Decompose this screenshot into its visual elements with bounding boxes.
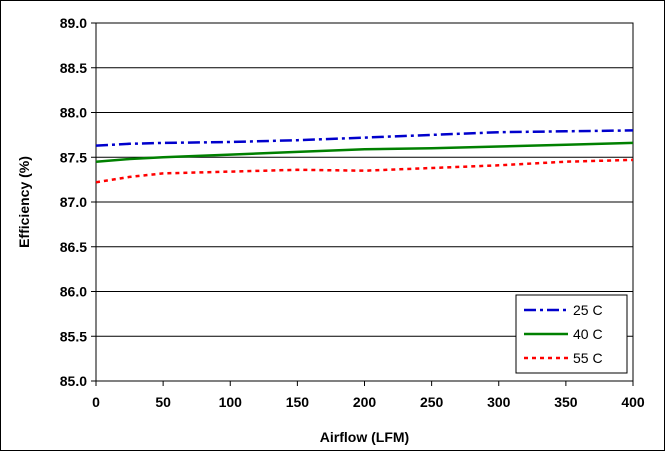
x-tick-label: 400 (621, 394, 645, 410)
y-tick-label: 85.0 (60, 373, 87, 389)
x-tick-label: 200 (353, 394, 377, 410)
legend-items: 25 C 40 C 55 C (524, 302, 603, 366)
y-tick-label: 87.5 (60, 149, 87, 165)
x-axis-ticks: 0 50 100 150 200 250 300 350 400 (92, 381, 645, 410)
y-tick-label: 89.0 (60, 15, 87, 31)
legend-label: 55 C (573, 350, 603, 366)
series-line-1 (95, 129, 634, 147)
legend-label: 40 C (573, 326, 603, 342)
y-tick-label: 87.0 (60, 194, 87, 210)
x-tick-label: 300 (487, 394, 511, 410)
y-tick-label: 86.0 (60, 284, 87, 300)
x-tick-label: 50 (155, 394, 171, 410)
series-line-2 (95, 141, 634, 163)
x-tick-label: 100 (219, 394, 243, 410)
y-axis-ticks: 85.0 85.5 86.0 86.5 87.0 87.5 88.0 88.5 89.0 (60, 15, 96, 389)
series-line-3 (95, 158, 634, 184)
x-tick-label: 250 (420, 394, 444, 410)
legend-label: 25 C (573, 302, 603, 318)
x-tick-label: 350 (554, 394, 578, 410)
x-tick-label: 0 (92, 394, 100, 410)
y-tick-label: 86.5 (60, 239, 87, 255)
x-tick-label: 150 (286, 394, 310, 410)
series-lines (95, 129, 634, 184)
legend: 25 C 40 C 55 C (515, 294, 628, 374)
x-axis-title: Airflow (LFM) (320, 429, 409, 445)
y-tick-label: 88.0 (60, 105, 87, 121)
y-tick-label: 88.5 (60, 60, 87, 76)
y-tick-label: 85.5 (60, 328, 87, 344)
y-axis-title: Efficiency (%) (16, 156, 32, 248)
